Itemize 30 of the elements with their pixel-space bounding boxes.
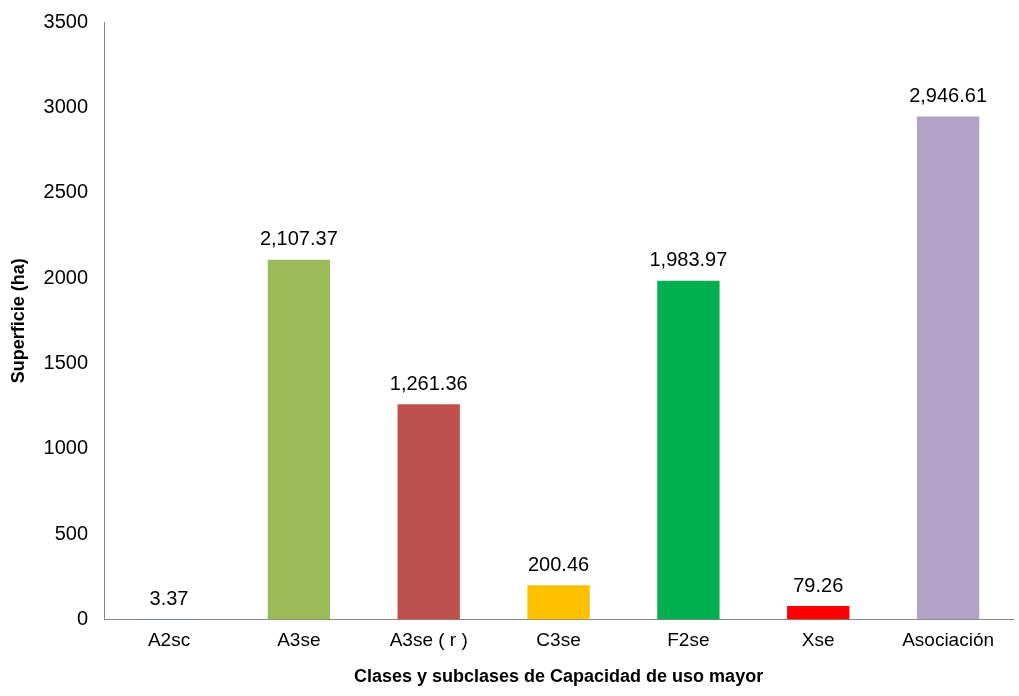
y-tick-label: 2000 xyxy=(43,265,89,288)
x-tick-label: F2se xyxy=(667,629,710,651)
bar xyxy=(267,259,331,620)
x-tick-label: A3se xyxy=(277,629,321,651)
bar xyxy=(916,116,980,620)
x-tick-label: Asociación xyxy=(902,629,995,651)
x-tick-label: A2sc xyxy=(147,629,191,651)
data-label: 200.46 xyxy=(527,552,590,575)
x-tick-label: C3se xyxy=(536,629,581,651)
data-label: 1,983.97 xyxy=(649,248,728,271)
bar xyxy=(787,606,850,620)
y-tick-label: 3000 xyxy=(43,94,89,117)
y-tick-label: 1000 xyxy=(43,436,89,459)
y-tick-label: 2500 xyxy=(43,180,89,203)
bar xyxy=(397,404,460,620)
y-tick-label: 500 xyxy=(54,521,89,544)
x-tick-label: Xse xyxy=(801,629,835,651)
data-label: 2,946.61 xyxy=(909,84,988,106)
y-tick-label: 1500 xyxy=(43,351,89,373)
data-label: 3.37 xyxy=(149,586,189,609)
y-tick-label: 3500 xyxy=(43,9,89,32)
bar xyxy=(657,280,720,620)
x-tick-label: A3se ( r ) xyxy=(389,629,468,651)
data-label: 1,261.36 xyxy=(389,371,468,394)
y-tick-label: 0 xyxy=(76,607,89,630)
bar xyxy=(527,585,590,620)
x-axis-title: Clases y subclases de Capacidad de uso mayor xyxy=(353,666,764,687)
data-label: 79.26 xyxy=(793,573,844,596)
data-label: 2,107.37 xyxy=(259,227,338,250)
y-axis-title: Superficie (ha) xyxy=(7,258,28,384)
